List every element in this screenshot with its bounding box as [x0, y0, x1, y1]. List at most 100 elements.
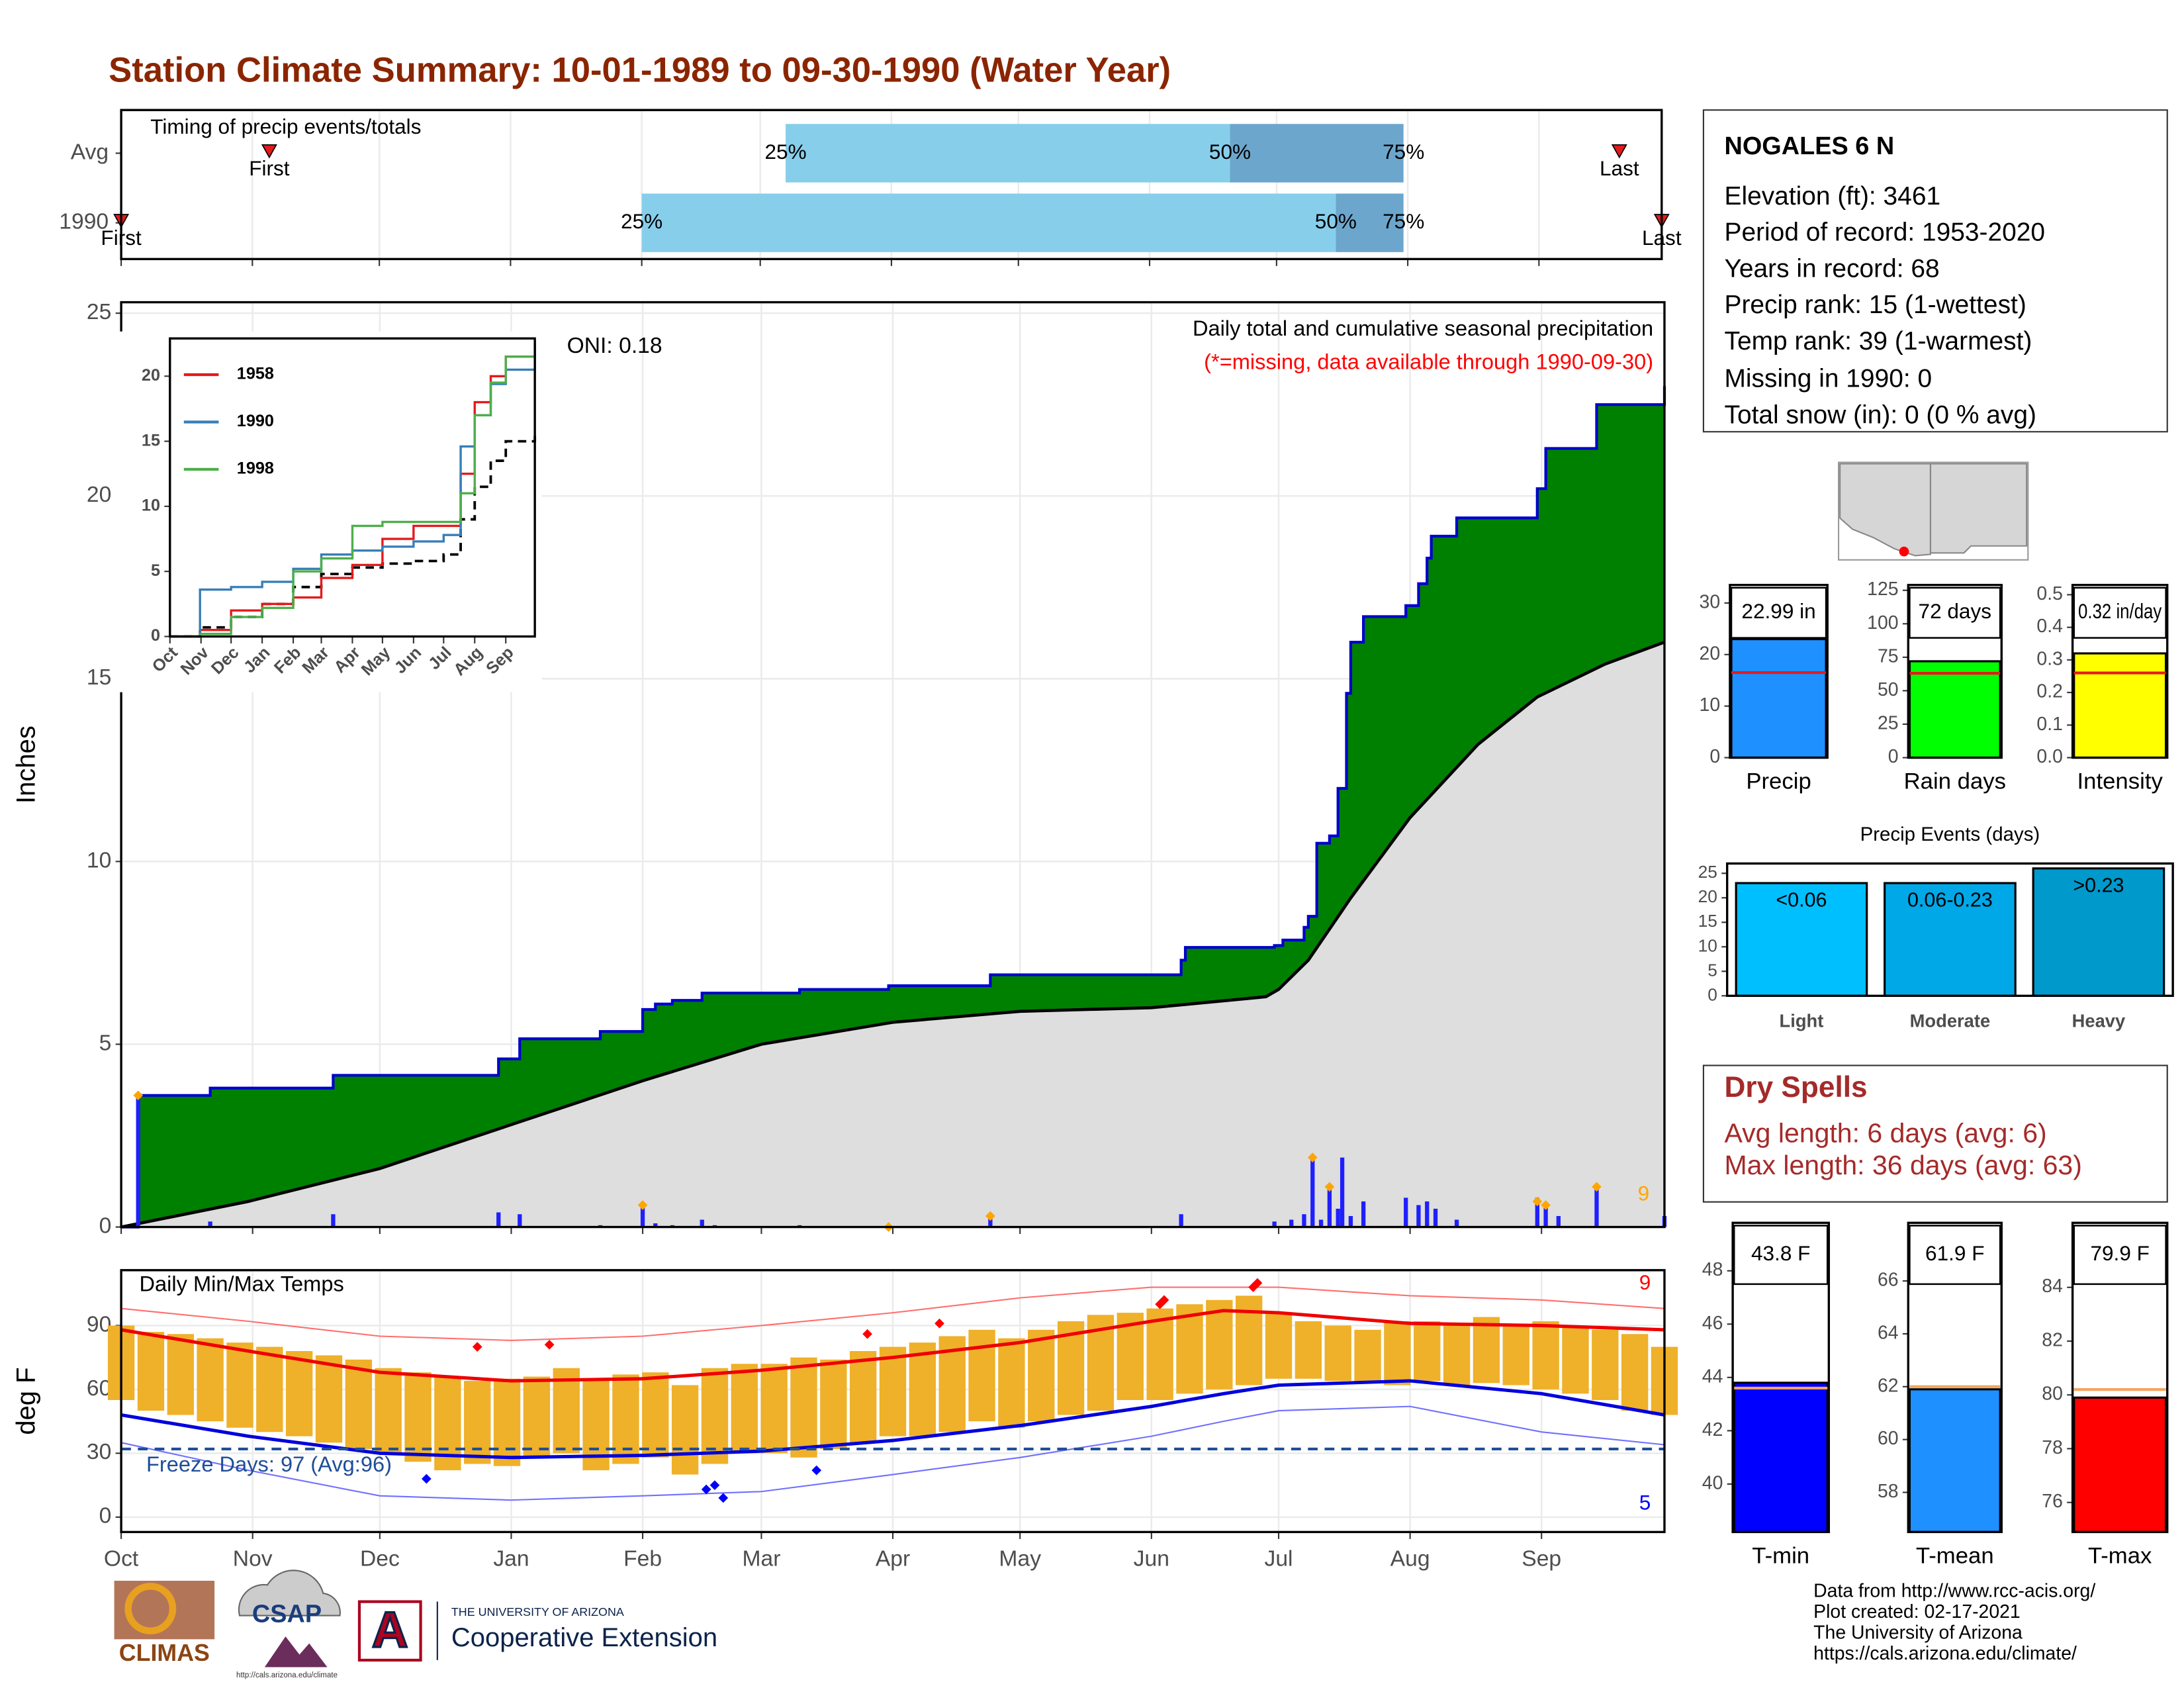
y-tick-label: 20	[1700, 643, 1721, 664]
climas-emblem	[124, 1583, 177, 1634]
ua-mark: A	[372, 1602, 408, 1658]
value-label: 61.9 F	[1925, 1241, 1984, 1265]
plot-frame	[1729, 583, 1829, 759]
plot-frame	[1726, 862, 2174, 998]
record-high-count: 9	[1639, 1270, 1651, 1294]
temp-range-bar	[1324, 1325, 1351, 1382]
record-low-line	[120, 1405, 1665, 1501]
y-tick-label: 0	[99, 1213, 112, 1238]
temp-range-bar	[1502, 1325, 1529, 1385]
y-tick-label: 84	[2042, 1276, 2063, 1297]
legend-label: 1998	[237, 459, 274, 478]
chart-title: Daily total and cumulative seasonal prec…	[1193, 316, 1653, 340]
quantile-label: 25%	[621, 209, 662, 233]
daily-precip-bar	[1289, 1219, 1294, 1227]
daily-precip-bar	[1348, 1216, 1353, 1227]
record-marker	[1541, 1200, 1551, 1210]
freeze-days-label: Freeze Days: 97 (Avg:96)	[146, 1452, 392, 1476]
y-tick-label: 30	[1700, 591, 1721, 612]
chart-title: Daily Min/Max Temps	[139, 1272, 343, 1296]
record-marker	[1592, 1182, 1602, 1192]
event-marker	[261, 144, 277, 159]
y-tick-label: 25	[1878, 712, 1899, 733]
station-line: Years in record: 68	[1724, 254, 1939, 283]
daily-precip-bar	[1179, 1214, 1183, 1227]
temp-range-bar	[1384, 1321, 1411, 1385]
temp-range-bar	[1295, 1321, 1322, 1379]
y-tick-label: 82	[2042, 1329, 2063, 1350]
page-title: Station Climate Summary: 10-01-1989 to 0…	[109, 50, 1171, 89]
station-line: Period of record: 1953-2020	[1724, 218, 2045, 247]
x-category-label: Light	[1780, 1011, 1824, 1031]
daily-precip-bar	[331, 1214, 336, 1227]
daily-precip-bar	[496, 1212, 501, 1227]
x-tick-label: Sep	[1522, 1546, 1561, 1571]
legend-label: 1958	[237, 365, 274, 383]
csap-url: http://cals.arizona.edu/climate	[236, 1671, 338, 1679]
quantile-label: 25%	[764, 140, 806, 164]
cumulative-line	[121, 386, 1666, 1229]
temp-range-bar	[1265, 1313, 1293, 1379]
daily-precip-bar	[518, 1214, 522, 1227]
temp-range-bar	[285, 1351, 313, 1436]
plot-frame	[2071, 583, 2169, 759]
average-line	[120, 640, 1665, 1229]
bar	[2073, 1396, 2167, 1533]
temp-range-bar	[731, 1364, 758, 1454]
record-count: 9	[1638, 1182, 1650, 1205]
value-label-box	[2073, 586, 2167, 639]
x-category-label: Precip	[1746, 769, 1811, 794]
ua-name: THE UNIVERSITY OF ARIZONA	[451, 1605, 624, 1618]
station-line: Total snow (in): 0 (0 % avg)	[1724, 400, 2036, 429]
bar	[1730, 637, 1827, 759]
footer-line: https://cals.arizona.edu/climate/	[1813, 1643, 2077, 1664]
y-tick-label: 75	[1878, 645, 1899, 667]
x-tick-label: Jul	[1264, 1546, 1293, 1571]
daily-precip-bar	[1416, 1205, 1421, 1227]
timing-bar	[786, 124, 1230, 183]
record-marker	[934, 1318, 944, 1329]
record-marker	[544, 1340, 555, 1350]
y-tick-label: 60	[87, 1376, 111, 1401]
temp-range-bar	[968, 1329, 995, 1422]
locator-map	[1838, 461, 2029, 561]
y-tick-label: 0.3	[2036, 648, 2062, 669]
plot-frame	[120, 109, 1663, 261]
temp-range-bar	[1146, 1308, 1173, 1400]
quantile-label: 75%	[1383, 140, 1424, 164]
avg-max-line	[120, 1309, 1665, 1383]
temp-range-bar	[1176, 1304, 1203, 1394]
daily-precip-bar	[208, 1221, 212, 1227]
value-label: 43.8 F	[1751, 1241, 1810, 1265]
bar	[1908, 1388, 2001, 1533]
climas-logo-text: CLIMAS	[119, 1640, 210, 1666]
station-line: Missing in 1990: 0	[1724, 365, 1932, 393]
x-category-label: Heavy	[2072, 1011, 2126, 1031]
value-label-box	[1730, 586, 1827, 639]
x-category-label: T-max	[2088, 1543, 2152, 1568]
plot-frame	[120, 1269, 1666, 1534]
y-tick-label: 0	[1888, 746, 1899, 767]
y-tick-label: 0.5	[2036, 583, 2062, 604]
x-category-label: Intensity	[2077, 769, 2163, 794]
y-tick-label: 30	[87, 1440, 111, 1464]
record-low-count: 5	[1639, 1491, 1651, 1515]
daily-precip-bar	[1272, 1221, 1277, 1227]
y-tick-label: 1990	[59, 210, 109, 234]
temp-range-bar	[1443, 1325, 1471, 1385]
y-tick-label: 60	[1878, 1428, 1899, 1449]
y-tick-label: 50	[1878, 679, 1899, 700]
y-tick-label: 20	[1698, 886, 1717, 906]
daily-precip-bar	[700, 1219, 704, 1227]
dry-spells-line: Avg length: 6 days (avg: 6)	[1724, 1118, 2046, 1149]
value-label-box	[1733, 1225, 1829, 1286]
bar	[1884, 882, 2017, 997]
bar	[2073, 652, 2167, 759]
y-tick-label: 46	[1702, 1313, 1723, 1334]
y-tick-label: 0	[99, 1504, 112, 1528]
plot-frame	[1907, 583, 2003, 759]
y-tick-label: 58	[1878, 1481, 1899, 1502]
y-tick-label: 10	[142, 496, 160, 515]
y-tick-label: 48	[1702, 1259, 1723, 1280]
panel-title: Timing of precip events/totals	[150, 115, 421, 138]
